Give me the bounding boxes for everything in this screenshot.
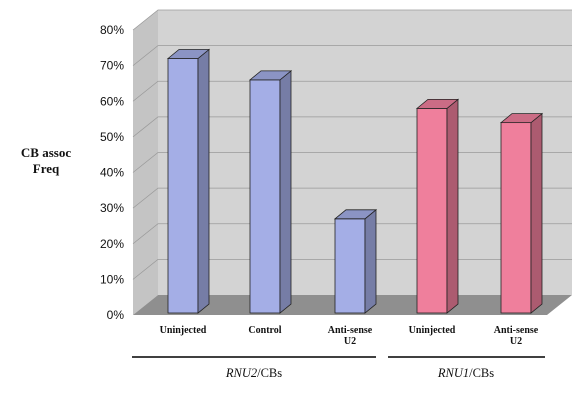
bar-side bbox=[364, 208, 377, 314]
bar-side bbox=[279, 70, 292, 314]
y-tick-label: 60% bbox=[100, 94, 124, 108]
x-category-label: Control bbox=[248, 325, 281, 336]
bar-front bbox=[249, 79, 281, 314]
x-category-label: U2 bbox=[344, 336, 356, 347]
bar bbox=[499, 112, 544, 314]
bar-top bbox=[166, 49, 211, 59]
x-category-label: Anti-sense bbox=[494, 325, 539, 336]
y-tick-label: 50% bbox=[100, 130, 124, 144]
y-tick-label: 70% bbox=[100, 59, 124, 73]
bar-front bbox=[334, 218, 366, 314]
y-axis-label: CB assoc bbox=[21, 145, 71, 160]
gridline bbox=[132, 80, 572, 102]
y-tick-label: 10% bbox=[100, 272, 124, 286]
bar bbox=[333, 208, 378, 314]
y-tick-label: 40% bbox=[100, 166, 124, 180]
bar-top bbox=[333, 209, 378, 220]
bar-top bbox=[415, 98, 460, 109]
bar bbox=[166, 48, 211, 314]
x-category-label: Uninjected bbox=[160, 325, 207, 336]
bar-side bbox=[446, 98, 459, 314]
bar bbox=[248, 70, 293, 314]
y-axis-label: Freq bbox=[33, 161, 60, 176]
x-category-label: Uninjected bbox=[409, 325, 456, 336]
group-label: RNU1/CBs bbox=[437, 366, 494, 380]
y-tick-label: 30% bbox=[100, 201, 124, 215]
bar-front bbox=[416, 107, 448, 314]
bar-front bbox=[500, 122, 532, 314]
group-label: RNU2/CBs bbox=[225, 366, 282, 380]
bar-side bbox=[197, 48, 210, 314]
gridline bbox=[132, 45, 572, 66]
y-tick-label: 0% bbox=[107, 308, 125, 322]
gridline bbox=[132, 9, 572, 31]
x-category-label: U2 bbox=[510, 336, 522, 347]
group-label-suffix: /CBs bbox=[257, 366, 282, 380]
bar-front bbox=[167, 58, 199, 314]
group-label-gene: RNU1 bbox=[437, 366, 469, 380]
y-tick-label: 20% bbox=[100, 237, 124, 251]
bar-side bbox=[530, 112, 543, 314]
bar-top bbox=[248, 70, 293, 81]
y-tick-label: 80% bbox=[100, 23, 124, 37]
x-category-label: Anti-sense bbox=[328, 325, 373, 336]
group-label-gene: RNU2 bbox=[225, 366, 257, 380]
bar bbox=[415, 98, 460, 314]
group-label-suffix: /CBs bbox=[469, 366, 494, 380]
bar-top bbox=[499, 113, 544, 124]
